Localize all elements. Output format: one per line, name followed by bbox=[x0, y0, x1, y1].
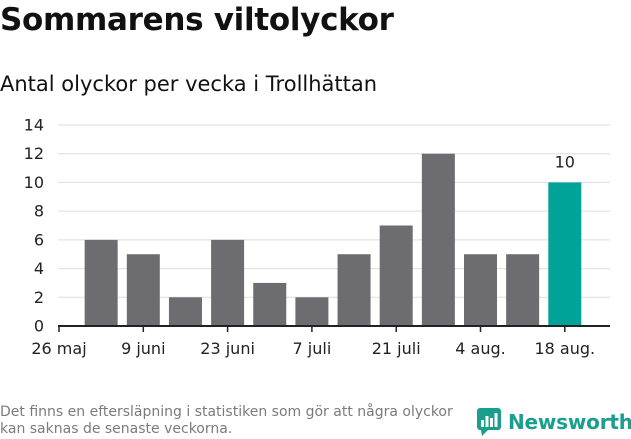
y-tick-label: 10 bbox=[24, 173, 44, 192]
x-tick-label: 9 juni bbox=[121, 339, 165, 358]
bar bbox=[126, 254, 160, 326]
footnote: Det finns en eftersläpning i statistiken… bbox=[0, 404, 453, 437]
x-tick-label: 18 aug. bbox=[534, 339, 595, 358]
bar bbox=[253, 282, 287, 326]
chart-title: Sommarens viltolyckor bbox=[0, 2, 394, 38]
y-tick-label: 12 bbox=[24, 144, 44, 163]
x-tick-label: 4 aug. bbox=[455, 339, 505, 358]
chart-svg: 0 2 4 6 8 10 12 14 10 26 maj 9 juni 23 juni 7 juli 21… bbox=[24, 116, 610, 358]
x-tick-label: 26 maj bbox=[31, 339, 86, 358]
y-tick-label: 14 bbox=[24, 116, 44, 135]
data-label: 10 bbox=[555, 152, 575, 171]
newsworthy-logo-text: Newsworthy bbox=[508, 410, 631, 434]
bar bbox=[506, 254, 540, 326]
bar bbox=[421, 153, 455, 326]
y-tick-label: 0 bbox=[34, 317, 44, 336]
chart-subtitle: Antal olyckor per vecka i Trollhättan bbox=[0, 72, 378, 96]
y-tick-label: 2 bbox=[34, 288, 44, 307]
y-tick-label: 6 bbox=[34, 230, 44, 249]
newsworthy-logo: Newsworthy bbox=[476, 407, 631, 437]
bar-chart: 0 2 4 6 8 10 12 14 10 26 maj 9 juni 23 juni 7 juli 21… bbox=[0, 110, 631, 365]
bar bbox=[548, 182, 582, 326]
bar bbox=[295, 297, 329, 326]
bar bbox=[168, 297, 202, 326]
x-tick-label: 7 juli bbox=[293, 339, 332, 358]
bar bbox=[211, 239, 245, 326]
y-tick-label: 8 bbox=[34, 202, 44, 221]
bar bbox=[464, 254, 497, 326]
newsworthy-logo-icon bbox=[477, 408, 501, 436]
bar bbox=[84, 239, 118, 326]
x-tick-label: 23 juni bbox=[200, 339, 255, 358]
y-tick-label: 4 bbox=[34, 259, 44, 278]
bar bbox=[337, 254, 371, 326]
x-tick-label: 21 juli bbox=[372, 339, 421, 358]
bar bbox=[379, 225, 413, 326]
